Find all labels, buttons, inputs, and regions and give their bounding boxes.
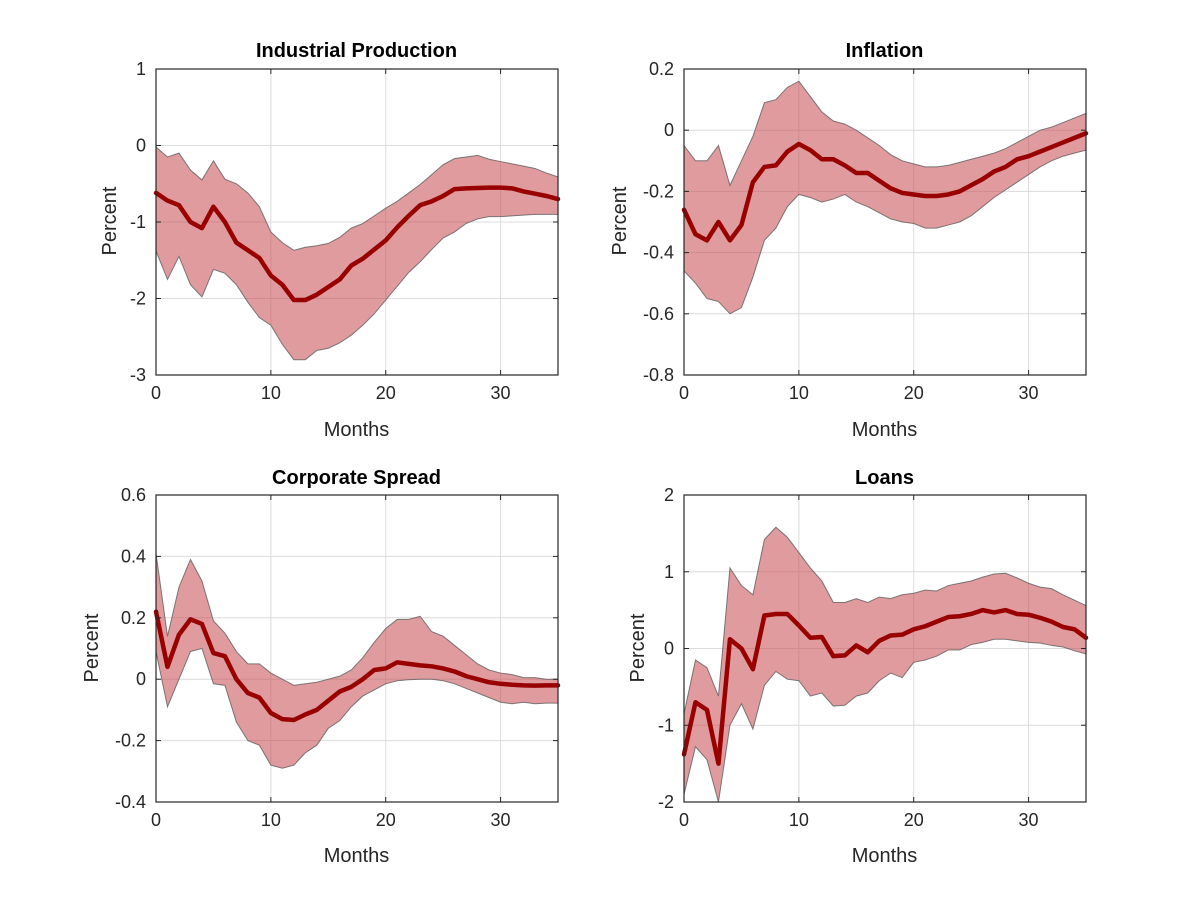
y-tick-label: -0.2 bbox=[643, 181, 674, 201]
y-tick-label: -0.6 bbox=[643, 304, 674, 324]
x-tick-label: 20 bbox=[904, 810, 924, 830]
x-tick-label: 0 bbox=[679, 383, 689, 403]
panel-title: Inflation bbox=[846, 40, 924, 62]
y-tick-label: 0.2 bbox=[121, 608, 146, 628]
y-tick-label: -0.8 bbox=[643, 365, 674, 385]
y-tick-label: 1 bbox=[664, 562, 674, 582]
x-tick-label: 30 bbox=[1019, 810, 1039, 830]
x-tick-label: 10 bbox=[789, 810, 809, 830]
y-tick-label: 0.2 bbox=[649, 59, 674, 79]
x-axis-label: Months bbox=[852, 845, 918, 867]
y-axis-label: Percent bbox=[609, 186, 631, 255]
x-tick-label: 30 bbox=[491, 383, 511, 403]
x-axis-label: Months bbox=[324, 419, 390, 441]
x-tick-label: 10 bbox=[789, 383, 809, 403]
x-axis-label: Months bbox=[852, 419, 918, 441]
response-line bbox=[153, 609, 561, 723]
y-tick-label: 2 bbox=[664, 485, 674, 505]
y-tick-label: -0.2 bbox=[115, 731, 146, 751]
y-tick-label: -2 bbox=[130, 289, 146, 309]
x-tick-label: 10 bbox=[261, 810, 281, 830]
y-tick-label: 1 bbox=[136, 59, 146, 79]
y-tick-label: 0 bbox=[664, 639, 674, 659]
y-tick-label: 0.6 bbox=[121, 485, 146, 505]
x-axis-label: Months bbox=[324, 845, 390, 867]
panel-title: Industrial Production bbox=[256, 40, 457, 62]
x-tick-label: 20 bbox=[904, 383, 924, 403]
subplot-industrial-production: Industrial Production Months Percent 0 10… bbox=[99, 40, 561, 441]
response-line bbox=[681, 607, 1089, 766]
panel-title: Corporate Spread bbox=[272, 467, 441, 489]
subplot-corporate-spread: Corporate Spread Months Percent 0 10 20 30 -… bbox=[81, 467, 561, 867]
subplot-inflation: Inflation Months Percent 0 10 20 30 -0.8 -0.6… bbox=[609, 40, 1089, 441]
axes-box bbox=[683, 68, 1087, 376]
axes-box bbox=[155, 494, 559, 803]
x-tick-label: 0 bbox=[151, 810, 161, 830]
y-tick-label: -1 bbox=[130, 212, 146, 232]
x-tick-label: 0 bbox=[151, 383, 161, 403]
y-axis-label: Percent bbox=[81, 613, 103, 682]
x-tick-label: 0 bbox=[679, 810, 689, 830]
x-tick-label: 20 bbox=[376, 383, 396, 403]
y-tick-label: -0.4 bbox=[643, 243, 674, 263]
response-line bbox=[681, 131, 1089, 243]
y-tick-label: -0.4 bbox=[115, 792, 146, 812]
x-tick-label: 30 bbox=[1019, 383, 1039, 403]
y-tick-label: 0 bbox=[136, 136, 146, 156]
y-axis-label: Percent bbox=[627, 613, 649, 682]
y-tick-label: 0 bbox=[664, 120, 674, 140]
x-tick-label: 10 bbox=[261, 383, 281, 403]
response-line bbox=[153, 185, 561, 303]
y-tick-label: -1 bbox=[658, 715, 674, 735]
y-tick-label: -2 bbox=[658, 792, 674, 812]
y-tick-label: 0.4 bbox=[121, 546, 146, 566]
subplot-loans: Loans Months Percent 0 10 20 30 -2 -1 0 1 2 bbox=[627, 467, 1089, 867]
x-tick-label: 20 bbox=[376, 810, 396, 830]
y-tick-label: -3 bbox=[130, 365, 146, 385]
y-axis-label: Percent bbox=[99, 186, 121, 255]
y-tick-label: 0 bbox=[136, 669, 146, 689]
x-tick-label: 30 bbox=[491, 810, 511, 830]
panel-title: Loans bbox=[855, 467, 914, 489]
